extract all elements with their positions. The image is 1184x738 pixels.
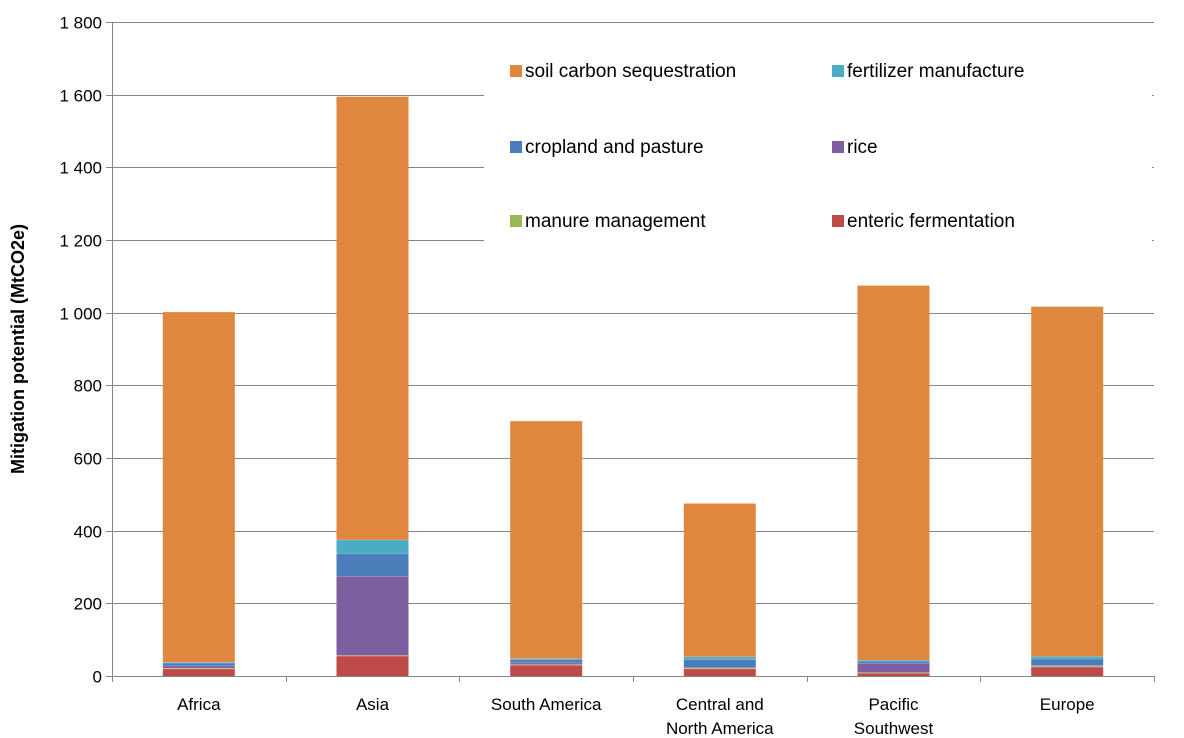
bar-segment [162, 665, 235, 668]
bar-segment [683, 668, 756, 676]
legend-swatch [832, 65, 844, 77]
bar-segment [162, 311, 235, 663]
y-tick-label: 1 600 [59, 87, 102, 106]
x-tick-label: Pacific [868, 695, 919, 714]
bar-segment [683, 656, 756, 660]
legend-background [484, 40, 1152, 252]
bar-segment [336, 553, 409, 577]
legend-label: soil carbon sequestration [525, 61, 736, 82]
x-tick-label: Africa [177, 695, 221, 714]
y-axis-ticks: 0 200 400 600 800 1 000 1 200 1 400 1 600 1 800 [59, 14, 112, 687]
bar-segment [162, 668, 235, 669]
bar-segment [1031, 666, 1104, 667]
legend-swatch [510, 215, 522, 227]
x-tick-label: North America [666, 719, 774, 738]
legend-label: rice [847, 137, 878, 158]
bar-segment [1031, 658, 1104, 666]
y-tick-label: 800 [74, 377, 102, 396]
legend: soil carbon sequestration fertilizer manu… [510, 61, 1024, 232]
bar-segment [510, 664, 583, 666]
y-tick-label: 1 800 [59, 14, 102, 33]
bar-segment [162, 668, 235, 676]
legend-label: fertilizer manufacture [847, 61, 1024, 82]
bar-segment [336, 539, 409, 554]
legend-swatch [510, 141, 522, 153]
bar-segment [510, 658, 583, 660]
y-tick-label: 1 200 [59, 232, 102, 251]
x-tick-label: Asia [356, 695, 390, 714]
bar-segment [857, 661, 930, 664]
bar-segment [857, 673, 930, 676]
legend-swatch [832, 141, 844, 153]
bar-segment [1031, 666, 1104, 676]
y-tick-label: 1 400 [59, 159, 102, 178]
legend-label: cropland and pasture [525, 137, 704, 158]
x-tick-label: Central and [676, 695, 764, 714]
x-tick-label: Southwest [854, 719, 934, 738]
bar-segment [683, 668, 756, 669]
x-tick-label: Europe [1040, 695, 1095, 714]
bar-segment [683, 503, 756, 657]
bar-segment [510, 420, 583, 659]
bar-segment [162, 662, 235, 663]
bar-segment [336, 655, 409, 656]
y-axis-title: Mitigation potential (MtCO2e) [8, 224, 28, 474]
bar-segment [510, 659, 583, 663]
bar-segment [1031, 665, 1104, 667]
bar-segment [683, 667, 756, 668]
bar-segment [336, 656, 409, 676]
y-tick-label: 0 [93, 668, 102, 687]
bar-segment [857, 660, 930, 662]
y-tick-label: 1 000 [59, 305, 102, 324]
legend-swatch [832, 215, 844, 227]
bar-segment [162, 662, 235, 666]
y-tick-label: 200 [74, 595, 102, 614]
legend-label: manure management [525, 211, 706, 232]
bar-segment [336, 576, 409, 656]
bar-segment [857, 672, 930, 674]
x-tick-label: South America [491, 695, 602, 714]
bar-segment [683, 659, 756, 668]
y-tick-label: 600 [74, 450, 102, 469]
y-tick-label: 400 [74, 523, 102, 542]
legend-swatch [510, 65, 522, 77]
bar-segment [857, 663, 930, 673]
bar-segment [510, 665, 583, 676]
bar-segment [1031, 306, 1104, 657]
bar-segment [336, 96, 409, 540]
legend-label: enteric fermentation [847, 211, 1015, 232]
bar-segment [857, 285, 930, 660]
bars [162, 96, 1104, 676]
bar-segment [510, 662, 583, 665]
x-axis-ticks: Africa Asia South America Central and North … [112, 676, 1155, 738]
bar-segment [1031, 656, 1104, 659]
